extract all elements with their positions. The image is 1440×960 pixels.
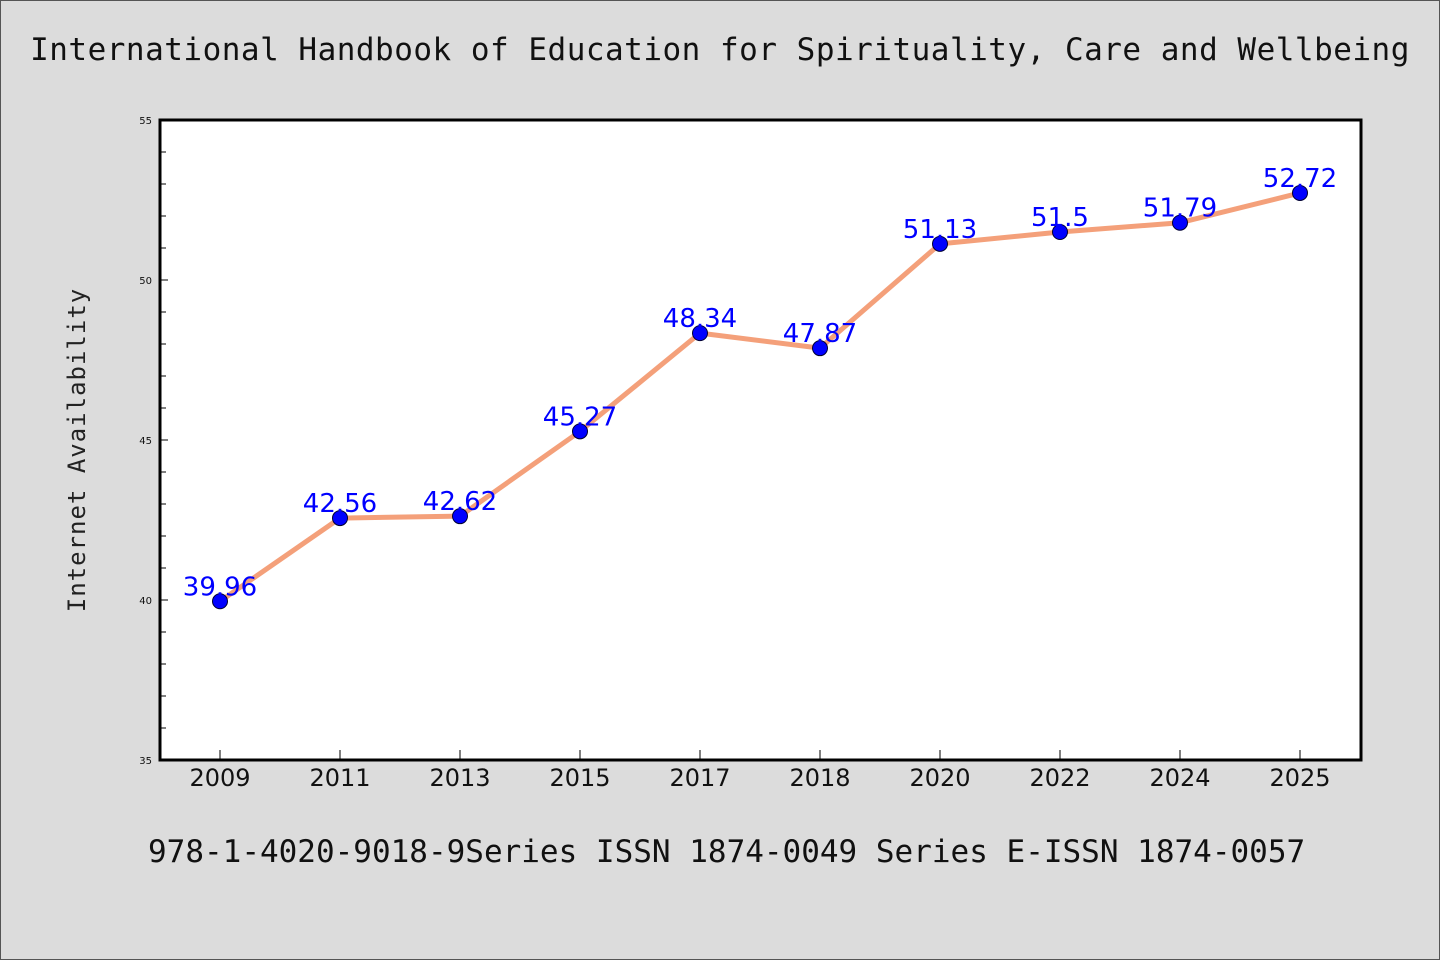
data-label: 52.72 — [1263, 164, 1337, 194]
data-label: 42.56 — [303, 489, 377, 519]
chart-title: International Handbook of Education for … — [30, 32, 1410, 68]
y-tick-label: 55 — [139, 116, 152, 127]
x-tick-label: 2025 — [1269, 764, 1330, 792]
data-point — [1172, 214, 1188, 231]
x-tick-label: 2022 — [1029, 764, 1090, 792]
data-points — [212, 184, 1308, 610]
data-label: 39.96 — [183, 572, 257, 602]
x-tick-label: 2017 — [669, 764, 730, 792]
y-tick-label: 50 — [139, 276, 152, 287]
x-tick-label: 2011 — [309, 764, 370, 792]
axis-ticks: 35 40 45 50 55 2009 2011 2013 2015 2017 2018 2020 20… — [139, 116, 1330, 792]
data-label: 51.79 — [1143, 194, 1217, 224]
data-label: 51.5 — [1031, 203, 1089, 233]
data-labels: 39.96 42.56 42.62 45.27 48.34 47.87 51.13 51.5 5… — [183, 164, 1337, 602]
x-tick-label: 2020 — [909, 764, 970, 792]
data-point — [1052, 224, 1068, 240]
data-point — [1292, 184, 1308, 201]
data-point — [452, 508, 468, 525]
data-point — [812, 340, 828, 357]
data-label: 45.27 — [543, 402, 617, 432]
data-point — [572, 423, 588, 440]
data-point — [932, 235, 948, 252]
data-label: 42.62 — [423, 487, 497, 517]
x-tick-label: 2009 — [189, 764, 250, 792]
x-tick-label: 2018 — [789, 764, 850, 792]
x-tick-label: 2013 — [429, 764, 490, 792]
y-tick-label: 45 — [139, 436, 152, 447]
y-tick-label: 40 — [139, 596, 152, 607]
x-tick-label: 2024 — [1149, 764, 1210, 792]
series-line — [218, 190, 1301, 604]
data-point — [692, 325, 708, 342]
x-tick-label: 2015 — [549, 764, 610, 792]
data-label: 47.87 — [783, 319, 857, 349]
data-label: 48.34 — [663, 304, 737, 334]
y-tick-label: 35 — [139, 756, 152, 767]
data-label: 51.13 — [903, 215, 977, 245]
data-point — [212, 593, 228, 610]
footer-isbn-text: 978-1-4020-9018-9Series ISSN 1874-0049 S… — [148, 834, 1306, 870]
data-point — [332, 510, 348, 527]
